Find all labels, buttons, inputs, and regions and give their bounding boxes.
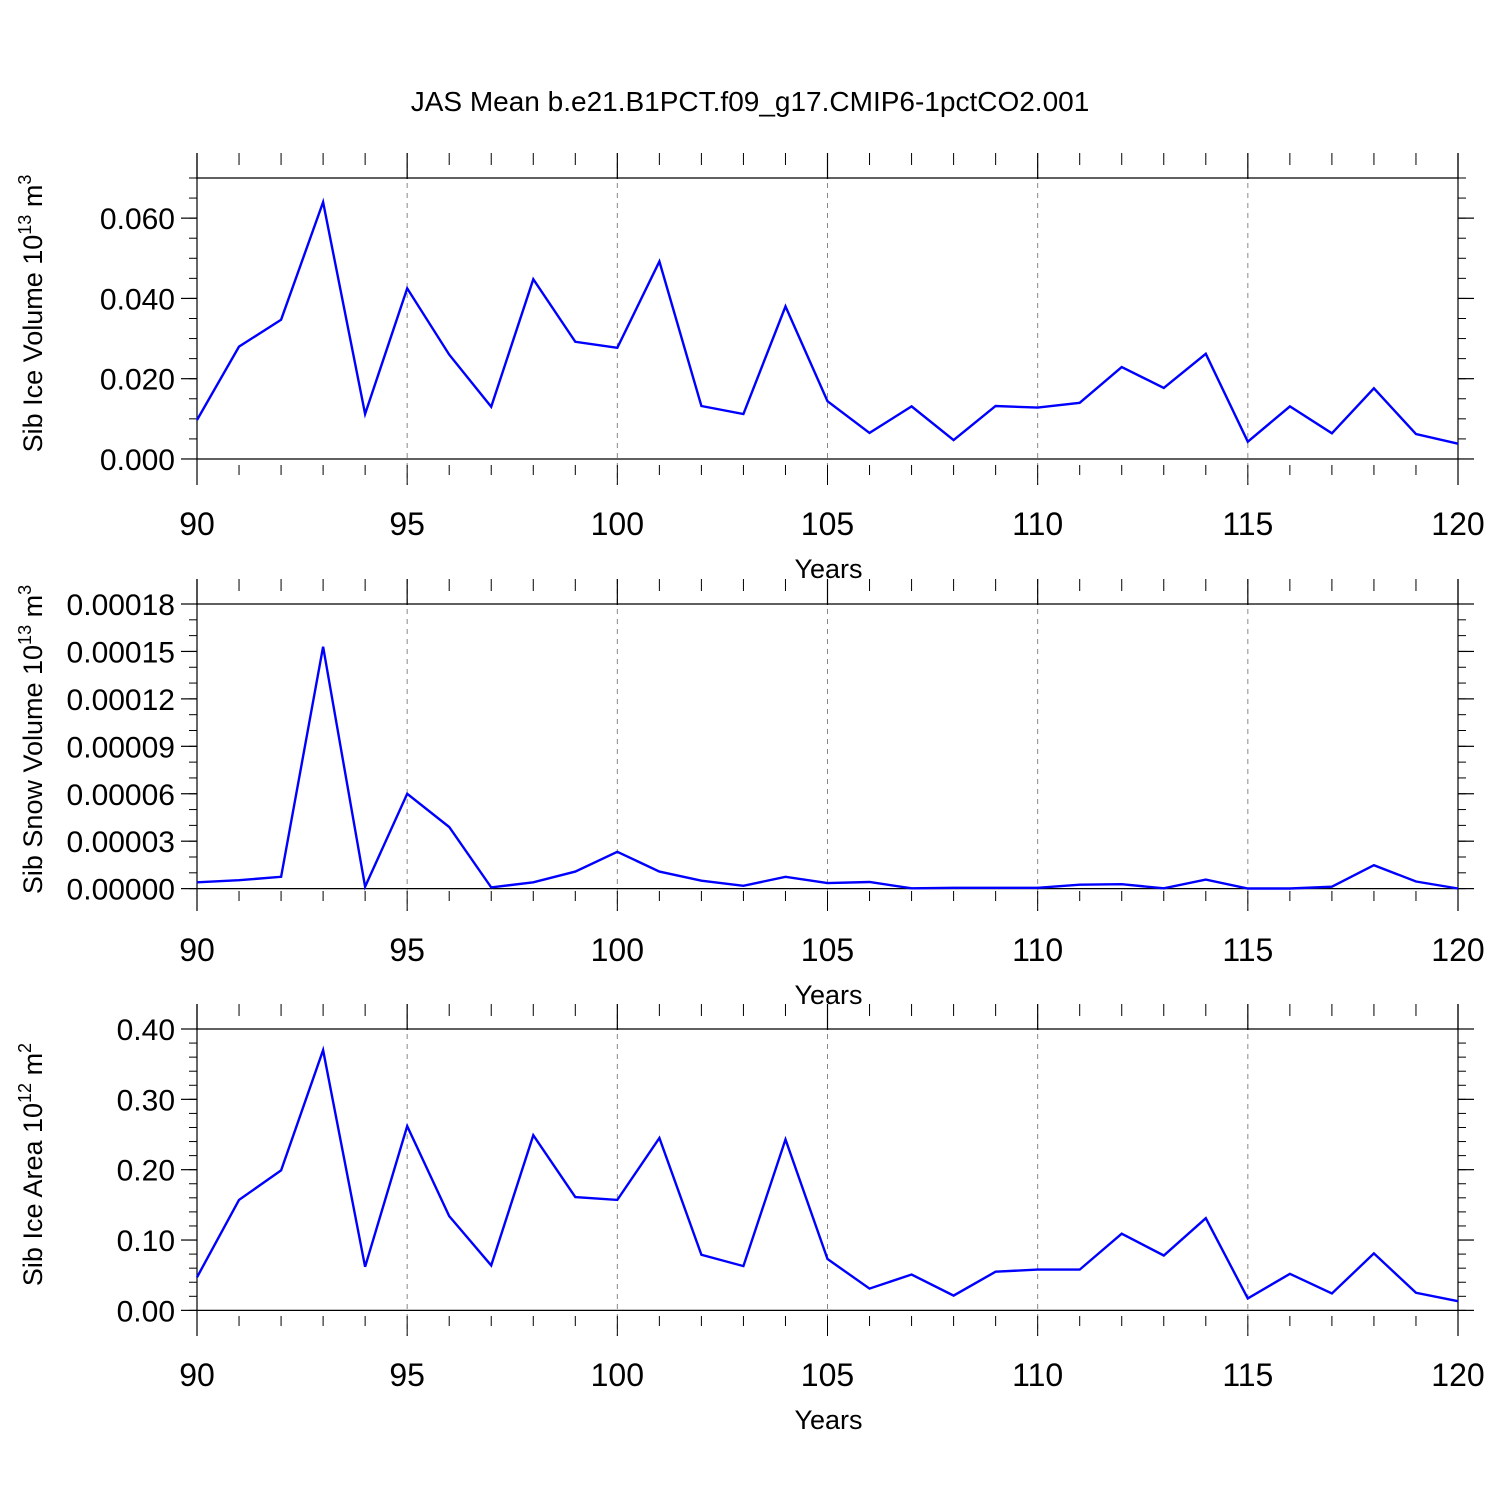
y-tick-label: 0.00018: [67, 589, 175, 622]
x-tick-label: 115: [1222, 932, 1273, 968]
x-tick-label: 120: [1431, 506, 1484, 542]
panel-1: 0.000 0.020 0.040 0.060 90 95 100 105 110 115 120 Y…: [15, 153, 1485, 584]
x-tick-label: 100: [591, 506, 644, 542]
x-tick-label: 105: [801, 932, 854, 968]
y-tick-label: 0.00012: [67, 684, 175, 717]
x-axis-label: Years: [794, 980, 862, 1010]
x-tick-label: 105: [801, 506, 854, 542]
y-tick-label: 0.00000: [67, 874, 175, 907]
x-tick-label: 115: [1222, 506, 1273, 542]
x-tick-label: 95: [389, 506, 425, 542]
x-tick-label: 105: [801, 1357, 854, 1393]
y-tick-label: 0.00015: [67, 636, 175, 669]
x-tick-label: 115: [1222, 1357, 1273, 1393]
chart-title: JAS Mean b.e21.B1PCT.f09_g17.CMIP6-1pctC…: [410, 86, 1090, 117]
y-tick-label: 0.00006: [67, 779, 175, 812]
x-tick-label: 100: [591, 1357, 644, 1393]
x-tick-label: 110: [1012, 506, 1063, 542]
y-tick-label: 0.30: [117, 1084, 175, 1117]
x-tick-label: 100: [591, 932, 644, 968]
y-tick-label: 0.020: [100, 364, 175, 397]
y-tick-label: 0.00003: [67, 826, 175, 859]
x-tick-label: 95: [389, 932, 425, 968]
x-tick-label: 110: [1012, 1357, 1063, 1393]
x-axis-label: Years: [794, 554, 862, 584]
x-axis-label: Years: [794, 1405, 862, 1435]
panel-3: 0.00 0.10 0.20 0.30 0.40 90 95 100 105 110 115 120 Y…: [15, 1004, 1485, 1435]
x-tick-label: 90: [179, 932, 215, 968]
series-line: [195, 197, 1459, 445]
x-tick-label: 95: [389, 1357, 425, 1393]
y-tick-label: 0.10: [117, 1225, 175, 1258]
series-line: [196, 646, 1459, 891]
y-tick-label: 0.000: [100, 444, 175, 477]
y-tick-label: 0.40: [117, 1014, 175, 1047]
y-axis-label: Sib Snow Volume 1013 m3: [15, 585, 48, 894]
x-tick-label: 120: [1431, 1357, 1484, 1393]
y-tick-label: 0.00: [117, 1295, 175, 1328]
panel-2: 0.00000 0.00003 0.00006 0.00009 0.00012 0.000…: [15, 579, 1485, 1010]
x-tick-label: 120: [1431, 932, 1484, 968]
y-tick-label: 0.00009: [67, 731, 175, 764]
y-axis-label: Sib Ice Volume 1013 m3: [15, 175, 48, 453]
y-tick-label: 0.040: [100, 283, 175, 316]
x-tick-label: 90: [179, 506, 215, 542]
y-axis-label: Sib Ice Area 1012 m2: [15, 1043, 48, 1286]
x-tick-label: 110: [1012, 932, 1063, 968]
x-tick-label: 90: [179, 1357, 215, 1393]
series-line: [195, 1045, 1459, 1303]
y-tick-label: 0.060: [100, 203, 175, 236]
y-tick-label: 0.20: [117, 1155, 175, 1188]
